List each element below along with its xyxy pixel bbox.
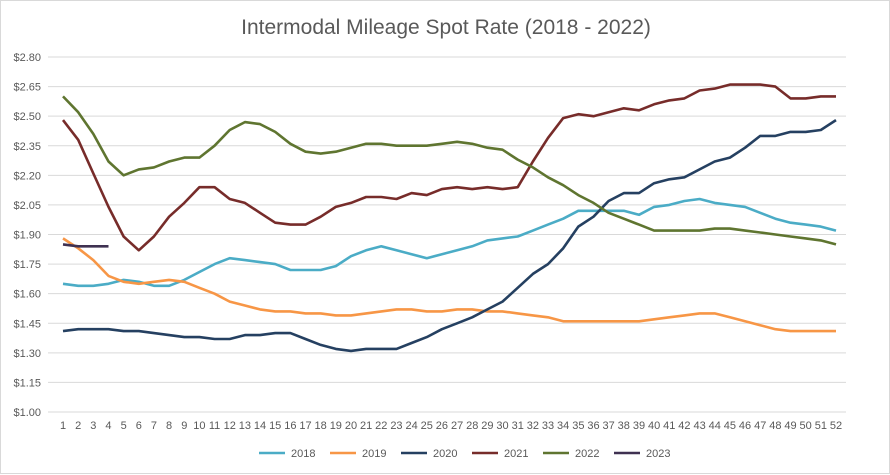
x-tick-label: 17 xyxy=(299,420,311,432)
x-tick-label: 26 xyxy=(436,420,448,432)
y-tick-label: $2.20 xyxy=(13,170,41,182)
x-tick-label: 50 xyxy=(800,420,812,432)
x-tick-label: 11 xyxy=(209,420,220,432)
y-tick-label: $1.75 xyxy=(13,259,41,271)
x-tick-label: 39 xyxy=(633,420,645,432)
legend-label-2021: 2021 xyxy=(504,448,528,460)
chart-title: Intermodal Mileage Spot Rate (2018 - 202… xyxy=(241,16,651,39)
x-tick-label: 41 xyxy=(663,420,675,432)
x-tick-label: 45 xyxy=(724,420,736,432)
y-tick-label: $2.35 xyxy=(13,141,41,153)
y-tick-label: $2.05 xyxy=(13,200,41,212)
y-tick-label: $2.65 xyxy=(13,82,41,94)
x-tick-label: 9 xyxy=(181,420,187,432)
x-tick-label: 47 xyxy=(754,420,766,432)
x-tick-label: 51 xyxy=(815,420,827,432)
x-tick-label: 18 xyxy=(315,420,327,432)
x-tick-label: 35 xyxy=(572,420,584,432)
series-line-2018 xyxy=(62,197,837,288)
x-tick-label: 2 xyxy=(75,420,81,432)
x-tick-label: 31 xyxy=(512,420,524,432)
x-tick-label: 44 xyxy=(709,420,721,432)
x-tick-label: 24 xyxy=(405,420,417,432)
x-tick-label: 5 xyxy=(121,420,127,432)
x-tick-label: 34 xyxy=(557,420,569,432)
x-tick-label: 48 xyxy=(769,420,781,432)
x-tick-label: 10 xyxy=(193,420,205,432)
series-line-2022 xyxy=(62,95,837,246)
x-tick-label: 20 xyxy=(345,420,357,432)
x-tick-label: 3 xyxy=(90,420,96,432)
x-tick-label: 52 xyxy=(830,420,842,432)
x-tick-label: 8 xyxy=(166,420,172,432)
y-tick-label: $1.15 xyxy=(13,377,41,389)
legend-label-2022: 2022 xyxy=(575,448,599,460)
y-tick-label: $1.90 xyxy=(13,230,41,242)
series-line-2019 xyxy=(62,237,836,333)
x-tick-label: 25 xyxy=(421,420,433,432)
y-tick-label: $2.50 xyxy=(13,111,41,123)
series-line-2023 xyxy=(62,243,109,248)
legend-label-2020: 2020 xyxy=(433,448,457,460)
legend-label-2023: 2023 xyxy=(646,448,670,460)
x-tick-label: 12 xyxy=(224,420,236,432)
x-tick-label: 27 xyxy=(451,420,463,432)
x-tick-label: 22 xyxy=(375,420,387,432)
x-tick-label: 23 xyxy=(390,420,402,432)
y-tick-label: $1.00 xyxy=(13,407,41,419)
x-tick-label: 36 xyxy=(587,420,599,432)
x-tick-label: 14 xyxy=(254,420,266,432)
x-tick-label: 7 xyxy=(151,420,157,432)
legend-label-2018: 2018 xyxy=(291,448,315,460)
x-tick-label: 46 xyxy=(739,420,751,432)
series-line-2021 xyxy=(61,83,836,252)
x-tick-label: 4 xyxy=(105,420,111,432)
x-tick-label: 13 xyxy=(239,420,251,432)
x-tick-label: 49 xyxy=(784,420,796,432)
y-tick-label: $1.60 xyxy=(13,289,41,301)
x-tick-label: 32 xyxy=(527,420,539,432)
x-tick-label: 19 xyxy=(330,420,342,432)
x-tick-label: 43 xyxy=(693,420,705,432)
y-tick-label: $1.30 xyxy=(13,348,41,360)
series-line-2020 xyxy=(62,119,837,353)
x-tick-label: 33 xyxy=(542,420,554,432)
legend-label-2019: 2019 xyxy=(362,448,386,460)
y-tick-label: $2.80 xyxy=(13,52,41,64)
x-tick-label: 28 xyxy=(466,420,478,432)
x-tick-label: 1 xyxy=(60,420,66,432)
x-tick-label: 16 xyxy=(284,420,296,432)
x-tick-label: 40 xyxy=(648,420,660,432)
x-tick-label: 30 xyxy=(496,420,508,432)
x-tick-label: 37 xyxy=(603,420,615,432)
x-tick-label: 6 xyxy=(136,420,142,432)
x-tick-label: 42 xyxy=(678,420,690,432)
x-tick-label: 38 xyxy=(618,420,630,432)
x-tick-label: 29 xyxy=(481,420,493,432)
x-tick-label: 21 xyxy=(360,420,372,432)
y-tick-label: $1.45 xyxy=(13,318,41,330)
x-tick-label: 15 xyxy=(269,420,281,432)
